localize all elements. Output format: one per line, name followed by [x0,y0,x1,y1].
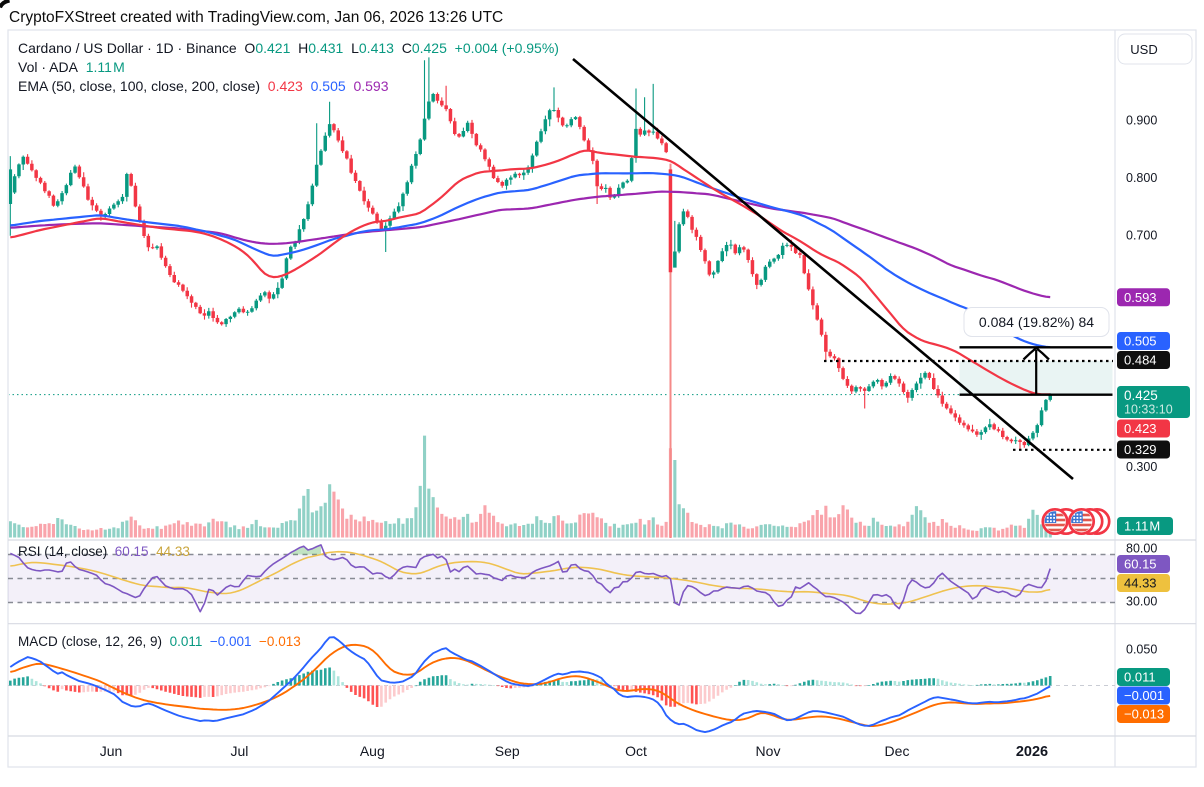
svg-text:CryptoFXStreet created with Tr: CryptoFXStreet created with TradingView.… [9,9,503,26]
svg-text:−0.001: −0.001 [1124,688,1164,703]
svg-text:0.484: 0.484 [1124,353,1157,368]
svg-text:0.800: 0.800 [1126,171,1157,185]
svg-text:0.050: 0.050 [1126,642,1157,656]
svg-text:0.425: 0.425 [1124,388,1158,403]
svg-text:0.329: 0.329 [1124,442,1157,457]
svg-text:Jun: Jun [100,743,123,759]
svg-text:0.300: 0.300 [1126,460,1157,474]
svg-text:MACD (close, 12, 26, 9) 0.011: MACD (close, 12, 26, 9) 0.011 −0.001 −0.… [18,634,301,649]
svg-text:Dec: Dec [885,743,910,759]
svg-text:80.00: 80.00 [1126,541,1157,555]
svg-text:−0.013: −0.013 [1124,707,1164,722]
svg-text:10:33:10: 10:33:10 [1124,403,1173,417]
svg-text:0.900: 0.900 [1126,114,1157,128]
svg-text:EMA (50, close, 100, close, 20: EMA (50, close, 100, close, 200, close) … [18,78,389,94]
svg-text:1.11 M: 1.11 M [1124,519,1160,534]
svg-text:0.593: 0.593 [1124,290,1157,305]
svg-text:0.700: 0.700 [1126,229,1157,243]
svg-text:2026: 2026 [1016,744,1048,760]
svg-text:Nov: Nov [756,743,781,759]
svg-text:USD: USD [1130,42,1157,57]
svg-text:Jul: Jul [230,743,248,759]
svg-text:Aug: Aug [360,743,385,759]
svg-text:Oct: Oct [625,743,647,759]
svg-text:Sep: Sep [495,743,520,759]
svg-text:44.33: 44.33 [1124,576,1157,591]
svg-text:0.423: 0.423 [1124,421,1157,436]
svg-text:Vol · ADA 1.11 M: Vol · ADA 1.11 M [18,59,125,75]
svg-text:60.15: 60.15 [1124,557,1157,572]
svg-text:Cardano / US Dollar · 1D · Bin: Cardano / US Dollar · 1D · Binance O0.42… [18,40,559,56]
svg-text:0.011: 0.011 [1124,670,1156,685]
svg-text:RSI (14, close) 60.15 44.33: RSI (14, close) 60.15 44.33 [18,544,190,559]
svg-text:0.505: 0.505 [1124,334,1157,349]
svg-text:0.084 (19.82%) 84: 0.084 (19.82%) 84 [979,314,1094,330]
svg-text:30.00: 30.00 [1126,594,1157,608]
